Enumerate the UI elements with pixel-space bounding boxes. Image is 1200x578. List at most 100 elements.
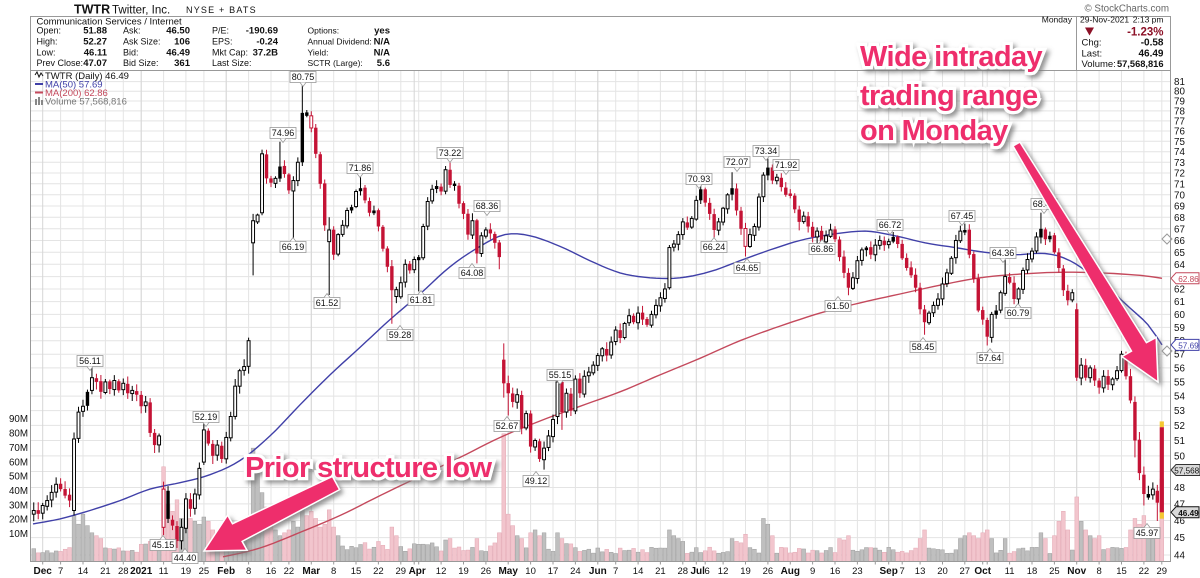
svg-text:22: 22 [373,566,384,577]
svg-text:Communication Services / Inter: Communication Services / Internet [37,17,183,28]
svg-text:Mkt Cap:: Mkt Cap: [212,48,248,58]
svg-text:6: 6 [705,566,710,577]
svg-text:69: 69 [1174,202,1185,213]
svg-text:5.6: 5.6 [377,58,390,69]
svg-text:46: 46 [1174,516,1185,527]
svg-text:61.52: 61.52 [316,298,339,308]
svg-text:46.49: 46.49 [1138,48,1163,59]
svg-text:67.45: 67.45 [951,211,974,221]
svg-text:15: 15 [1116,566,1127,577]
svg-text:51: 51 [1174,436,1185,447]
svg-text:46.49: 46.49 [1178,509,1199,518]
svg-text:N/A: N/A [374,37,391,48]
svg-text:17: 17 [548,566,559,577]
svg-text:52: 52 [1174,421,1185,432]
svg-text:62: 62 [1174,285,1185,296]
svg-text:59: 59 [1174,323,1185,334]
svg-text:76: 76 [1174,127,1185,138]
svg-text:66.19: 66.19 [282,242,305,252]
svg-text:106: 106 [174,37,190,48]
svg-text:26: 26 [763,566,774,577]
svg-text:Options:: Options: [308,26,340,36]
svg-text:P/E:: P/E: [212,26,229,36]
svg-text:Sep: Sep [880,566,898,577]
svg-text:Monday: Monday [1042,14,1073,24]
svg-text:68: 68 [1174,213,1185,224]
svg-text:53: 53 [1174,406,1185,417]
svg-text:22: 22 [284,566,295,577]
svg-text:64: 64 [1174,260,1185,271]
svg-text:80: 80 [1174,87,1185,98]
svg-text:23: 23 [852,566,863,577]
svg-text:48: 48 [1174,483,1185,494]
svg-text:65: 65 [1174,248,1185,259]
svg-text:19: 19 [740,566,751,577]
svg-text:2:13 pm: 2:13 pm [1133,14,1164,24]
svg-text:57,568,816: 57,568,816 [1117,59,1164,69]
svg-text:29-Nov-2021: 29-Nov-2021 [1080,14,1129,24]
svg-text:16: 16 [830,566,841,577]
svg-text:52.27: 52.27 [83,37,107,48]
svg-text:71: 71 [1174,179,1185,190]
svg-text:44: 44 [1174,551,1185,562]
svg-text:46.49: 46.49 [166,48,190,59]
svg-text:61.50: 61.50 [827,301,850,311]
svg-text:59.28: 59.28 [389,330,412,340]
svg-text:30M: 30M [9,500,28,511]
svg-text:Wide intraday: Wide intraday [860,41,1043,73]
svg-text:64.65: 64.65 [736,263,759,273]
svg-text:-0.58: -0.58 [1141,37,1164,48]
svg-text:Feb: Feb [217,566,235,577]
svg-text:Annual Dividend:: Annual Dividend: [308,37,372,47]
svg-text:Last Size:: Last Size: [212,58,252,68]
svg-text:10: 10 [525,566,536,577]
svg-text:7: 7 [58,566,63,577]
svg-text:Nov: Nov [1067,566,1086,577]
svg-text:73.22: 73.22 [439,148,462,158]
svg-text:TWTR: TWTR [74,3,110,17]
svg-text:79: 79 [1174,97,1185,108]
svg-text:361: 361 [174,58,191,69]
svg-text:Jul: Jul [690,566,705,577]
svg-text:-0.24: -0.24 [256,37,278,48]
svg-text:73.34: 73.34 [755,146,778,156]
svg-text:14: 14 [633,566,644,577]
svg-text:47: 47 [1174,499,1185,510]
svg-text:57,5688: 57,5688 [1174,467,1200,476]
svg-text:66.72: 66.72 [879,220,902,230]
svg-text:51.88: 51.88 [83,26,107,37]
svg-text:47.07: 47.07 [83,58,107,69]
svg-text:2021: 2021 [130,566,153,577]
svg-text:37.2B: 37.2B [253,48,278,59]
svg-text:10M: 10M [9,529,28,540]
svg-text:60.79: 60.79 [1007,308,1030,318]
svg-text:20: 20 [937,566,948,577]
svg-text:27: 27 [960,566,971,577]
svg-text:55.15: 55.15 [549,370,572,380]
svg-text:-1.23%: -1.23% [1127,27,1163,39]
svg-text:56.11: 56.11 [79,356,101,366]
svg-text:25: 25 [1049,566,1060,577]
svg-text:70.93: 70.93 [688,174,711,184]
svg-text:90M: 90M [9,414,28,425]
svg-text:73: 73 [1174,158,1185,169]
svg-text:8: 8 [1096,566,1101,577]
svg-text:21: 21 [100,566,111,577]
svg-text:50: 50 [1174,451,1185,462]
svg-text:Mar: Mar [302,566,320,577]
svg-text:44.40: 44.40 [174,553,197,563]
svg-text:67: 67 [1174,224,1185,235]
svg-text:52.67: 52.67 [496,421,519,431]
svg-text:19: 19 [181,566,192,577]
svg-text:70M: 70M [9,443,28,454]
svg-text:11: 11 [1005,566,1015,577]
svg-text:45: 45 [1174,533,1185,544]
svg-text:20M: 20M [9,515,28,526]
svg-text:MA(200) 62.86: MA(200) 62.86 [45,88,108,99]
svg-text:57.64: 57.64 [979,353,1002,363]
svg-text:60M: 60M [9,457,28,468]
svg-text:66.86: 66.86 [811,244,834,254]
svg-text:May: May [498,566,518,577]
svg-text:TWTR (Daily) 46.49: TWTR (Daily) 46.49 [45,71,129,82]
svg-text:Jun: Jun [589,566,607,577]
